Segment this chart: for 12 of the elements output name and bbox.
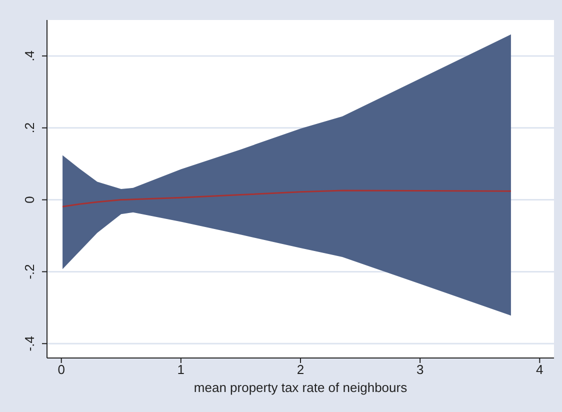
y-tick-label: .4 xyxy=(22,50,37,62)
line-series xyxy=(62,190,512,208)
y-tick-label: -.2 xyxy=(22,264,37,280)
y-tick-label: -.4 xyxy=(22,336,37,352)
x-axis-title: mean property tax rate of neighbours xyxy=(194,380,408,395)
x-tick-label: 2 xyxy=(296,362,304,378)
x-tick-label: 3 xyxy=(416,362,424,378)
x-tick-label: 0 xyxy=(58,362,65,378)
y-tick-label: 0 xyxy=(22,196,37,204)
x-tick-label: 1 xyxy=(177,362,185,378)
y-tick-label: .2 xyxy=(22,122,37,134)
x-tick-label: 4 xyxy=(536,362,544,378)
